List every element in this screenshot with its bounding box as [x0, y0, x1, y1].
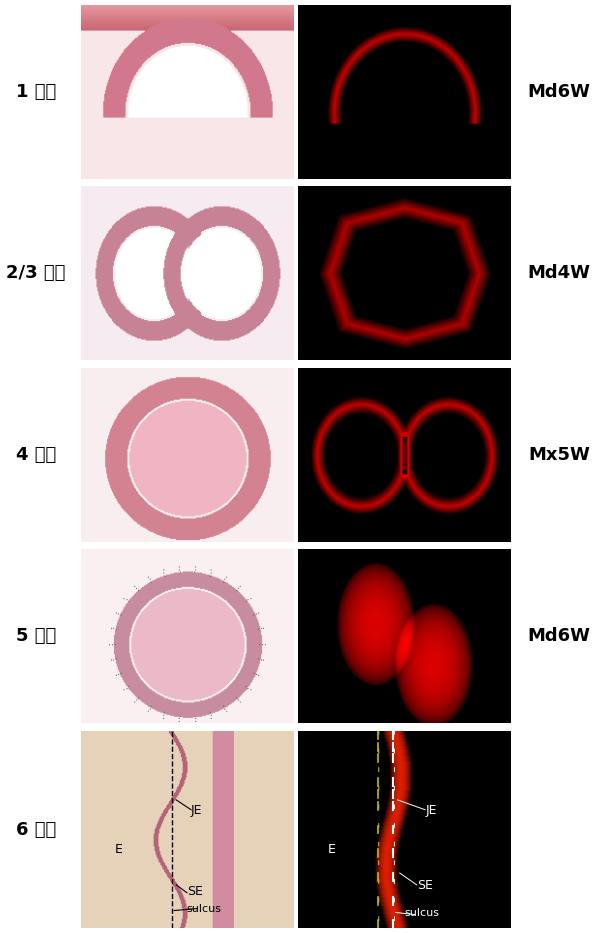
Text: 5 시기: 5 시기	[16, 627, 56, 646]
Text: Mx5W: Mx5W	[528, 446, 590, 464]
Text: SE: SE	[187, 884, 203, 898]
Text: Md6W: Md6W	[527, 83, 591, 101]
Text: 6 시기: 6 시기	[16, 820, 56, 839]
Text: 4 시기: 4 시기	[16, 446, 56, 464]
Text: JE: JE	[191, 803, 203, 816]
Text: JE: JE	[425, 803, 437, 816]
Text: Md6W: Md6W	[527, 627, 591, 646]
Text: 2/3 시기: 2/3 시기	[6, 264, 66, 282]
Text: E: E	[115, 843, 123, 856]
Text: 1 시기: 1 시기	[16, 83, 56, 101]
Text: sulcus: sulcus	[404, 909, 439, 918]
Text: SE: SE	[417, 879, 432, 892]
Text: sulcus: sulcus	[187, 904, 222, 914]
Text: E: E	[328, 843, 335, 856]
Text: Md4W: Md4W	[527, 264, 591, 282]
